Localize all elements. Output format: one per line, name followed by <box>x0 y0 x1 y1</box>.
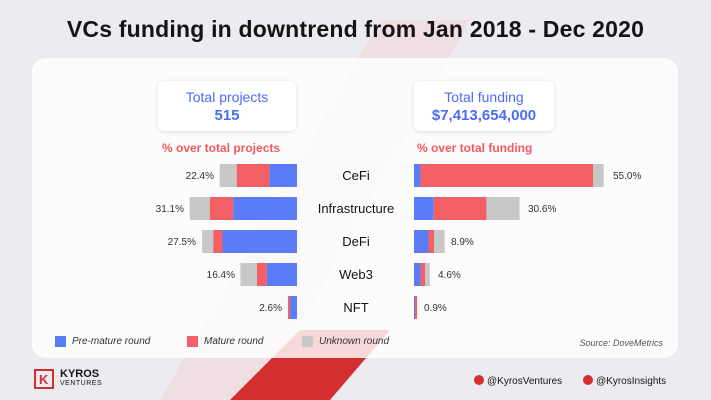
page-title: VCs funding in downtrend from Jan 2018 -… <box>66 16 645 42</box>
bar-right-pre-mature <box>414 296 416 319</box>
left-total-label: 31.1% <box>155 204 184 215</box>
social-handle-text: @KyrosInsights <box>596 376 667 387</box>
right-total-label: 30.6% <box>528 204 557 215</box>
bar-right-unknown <box>486 197 520 220</box>
left-chart-heading: % over total projects <box>162 141 281 155</box>
bar-left-unknown <box>240 263 257 286</box>
left-total-label: 27.5% <box>167 237 196 248</box>
bar-right-mature <box>415 296 418 319</box>
left-total-label: 2.6% <box>259 303 282 314</box>
legend-label-pre-mature: Pre-mature round <box>72 336 151 347</box>
chart-card <box>32 58 678 358</box>
category-label: NFT <box>343 300 369 315</box>
bar-left-pre-mature <box>269 164 297 187</box>
bar-left-pre-mature <box>233 197 297 220</box>
bar-left-pre-mature <box>222 230 297 253</box>
bar-left-mature <box>256 263 267 286</box>
bar-right-unknown <box>434 230 445 253</box>
right-total-label: 0.9% <box>424 303 447 314</box>
bar-right-pre-mature <box>414 230 429 253</box>
total-funding-box: Total funding $7,413,654,000 <box>414 81 554 131</box>
right-chart-heading: % over total funding <box>417 141 533 155</box>
category-label: CeFi <box>342 168 370 183</box>
category-label: DeFi <box>342 234 370 249</box>
bar-left-unknown <box>202 230 214 253</box>
bar-left-pre-mature <box>290 296 297 319</box>
brand-name: KYROS <box>60 368 100 380</box>
bar-left-mature <box>288 296 291 319</box>
total-projects-label: Total projects <box>185 89 269 105</box>
bar-right-unknown <box>593 164 604 187</box>
bar-right-mature <box>420 263 426 286</box>
twitter-bird-icon <box>583 375 593 385</box>
source-note: Source: DoveMetrics <box>579 338 663 348</box>
legend-swatch-pre-mature <box>55 336 66 347</box>
bar-left-mature <box>213 230 223 253</box>
category-label: Web3 <box>339 267 373 282</box>
legend-label-mature: Mature round <box>204 336 264 347</box>
right-total-label: 55.0% <box>613 171 642 182</box>
total-projects-box: Total projects 515 <box>158 81 296 131</box>
right-total-label: 8.9% <box>451 237 474 248</box>
bar-right-mature <box>428 230 435 253</box>
bar-left-mature <box>209 197 234 220</box>
category-label: Infrastructure <box>317 201 395 216</box>
social-handle-insights[interactable]: @KyrosInsights <box>583 375 666 387</box>
bar-left-pre-mature <box>266 263 297 286</box>
right-total-label: 4.6% <box>438 270 461 281</box>
twitter-bird-icon <box>474 375 484 385</box>
bar-right-pre-mature <box>414 263 421 286</box>
left-total-label: 22.4% <box>185 171 214 182</box>
legend-swatch-unknown <box>302 336 313 347</box>
bar-right-mature <box>433 197 487 220</box>
bar-right-pre-mature <box>414 164 421 187</box>
social-handle-ventures[interactable]: @KyrosVentures <box>474 375 562 387</box>
brand-subtitle: VENTURES <box>60 380 103 387</box>
total-projects-value: 515 <box>214 107 240 124</box>
bar-left-unknown <box>219 164 237 187</box>
legend-label-unknown: Unknown round <box>319 336 390 347</box>
left-total-label: 16.4% <box>206 270 235 281</box>
bar-right-pre-mature <box>414 197 434 220</box>
bar-left-unknown <box>189 197 210 220</box>
total-funding-value: $7,413,654,000 <box>431 107 537 124</box>
bar-left-mature <box>236 164 270 187</box>
social-handle-text: @KyrosVentures <box>487 376 563 387</box>
bar-right-mature <box>420 164 594 187</box>
total-funding-label: Total funding <box>444 89 524 105</box>
kyros-logo-icon: K <box>34 369 54 389</box>
bar-right-unknown <box>425 263 430 286</box>
legend-swatch-mature <box>187 336 198 347</box>
